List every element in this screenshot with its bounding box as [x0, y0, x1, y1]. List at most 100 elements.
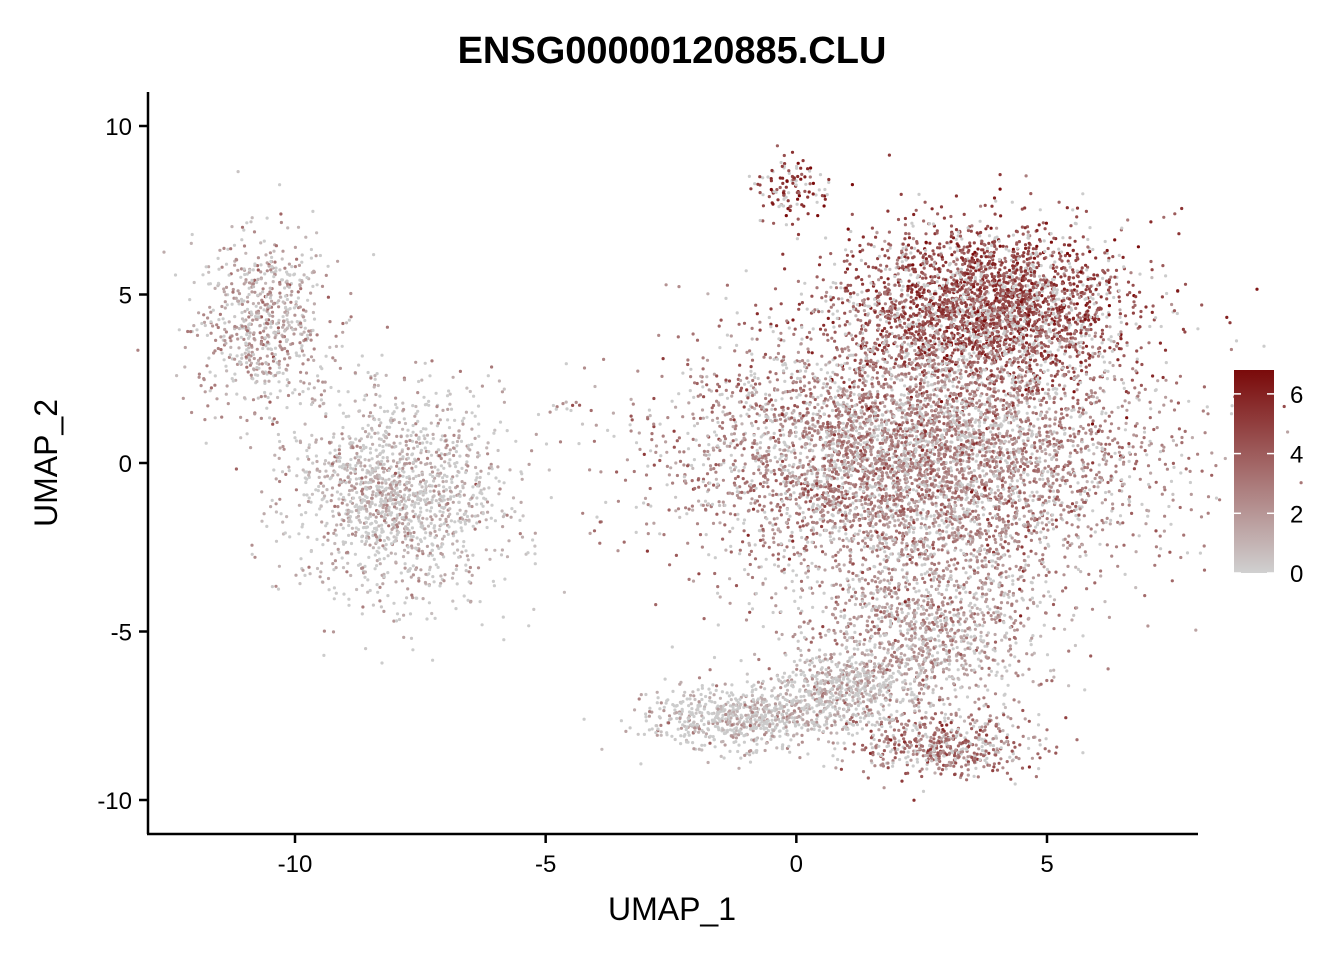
- cell-point: [401, 555, 406, 559]
- cell-point: [337, 513, 341, 517]
- cell-point: [315, 231, 319, 235]
- cell-point: [325, 488, 329, 492]
- cell-point: [879, 263, 883, 267]
- cell-point: [370, 457, 374, 461]
- cell-point: [342, 592, 346, 596]
- cell-point: [421, 516, 425, 520]
- cell-point: [213, 416, 217, 420]
- cell-point: [264, 281, 268, 285]
- cell-point: [1117, 253, 1121, 257]
- cell-point: [1036, 303, 1040, 307]
- cell-point: [994, 349, 998, 353]
- cell-point: [974, 266, 979, 270]
- cell-point: [382, 557, 386, 561]
- cell-point: [392, 489, 396, 493]
- cell-point: [1008, 304, 1012, 308]
- cell-point: [300, 332, 304, 336]
- cell-point: [767, 195, 771, 199]
- cell-point: [394, 402, 398, 407]
- cell-point: [445, 394, 450, 398]
- cell-point: [207, 356, 211, 360]
- cell-point: [938, 314, 943, 318]
- cell-point: [314, 513, 318, 517]
- cell-point: [758, 218, 762, 223]
- cell-point: [887, 256, 891, 260]
- cell-point: [817, 310, 821, 314]
- cell-point: [773, 287, 778, 291]
- cell-point: [278, 479, 282, 484]
- cell-point: [796, 232, 801, 237]
- cell-point: [335, 490, 339, 494]
- cell-point: [453, 462, 457, 466]
- cell-point: [326, 295, 330, 299]
- cell-point: [406, 587, 410, 591]
- cell-point: [350, 484, 354, 488]
- cell-point: [368, 464, 372, 468]
- cell-point: [967, 337, 971, 341]
- cell-point: [254, 304, 258, 308]
- cell-point: [269, 392, 273, 396]
- cell-point: [333, 528, 337, 532]
- cell-point: [306, 358, 310, 362]
- cell-point: [941, 315, 945, 319]
- cell-point: [1020, 225, 1024, 229]
- cell-point: [448, 458, 452, 462]
- cell-point: [298, 402, 302, 406]
- cell-point: [240, 356, 244, 360]
- cell-point: [278, 497, 282, 501]
- cell-point: [434, 450, 439, 454]
- cell-point: [979, 281, 983, 285]
- cell-point: [462, 540, 466, 544]
- cell-point: [381, 456, 385, 460]
- cell-point: [906, 287, 910, 291]
- cell-point: [368, 543, 372, 547]
- cell-point: [989, 226, 993, 230]
- cell-point: [1103, 239, 1107, 244]
- cell-point: [1087, 305, 1091, 309]
- cell-point: [811, 181, 816, 185]
- cell-point: [1084, 365, 1088, 369]
- cell-point: [371, 414, 375, 418]
- cell-point: [412, 530, 416, 535]
- cell-point: [278, 282, 282, 286]
- cell-point: [384, 547, 388, 551]
- cell-point: [497, 479, 501, 483]
- cell-point: [256, 277, 260, 281]
- cell-point: [932, 358, 936, 362]
- cell-point: [328, 451, 332, 455]
- cell-point: [389, 542, 394, 546]
- cell-point: [264, 295, 268, 299]
- cell-point: [1027, 313, 1031, 317]
- cell-point: [1105, 324, 1109, 328]
- cell-point: [991, 284, 995, 288]
- cell-point: [259, 277, 263, 281]
- cell-point: [926, 320, 930, 324]
- cell-point: [374, 392, 378, 397]
- cell-point: [877, 268, 881, 272]
- cell-point: [387, 509, 391, 513]
- cell-point: [406, 545, 410, 549]
- cell-point: [1066, 332, 1070, 336]
- cell-point: [222, 287, 226, 291]
- cell-point: [454, 450, 458, 454]
- cell-point: [917, 192, 921, 196]
- cell-point: [468, 565, 472, 570]
- cell-point: [484, 497, 488, 501]
- cell-point: [883, 377, 888, 381]
- cell-point: [1027, 241, 1031, 245]
- cell-point: [914, 208, 918, 212]
- cell-point: [962, 292, 966, 296]
- cell-point: [247, 292, 251, 297]
- cell-point: [1012, 250, 1016, 254]
- cell-point: [896, 272, 900, 276]
- cell-point: [381, 582, 385, 586]
- cell-point: [823, 197, 827, 201]
- cell-point: [758, 175, 762, 179]
- cell-point: [218, 248, 222, 252]
- cell-point: [404, 537, 408, 541]
- cell-point: [877, 278, 881, 282]
- cell-point: [1106, 288, 1111, 292]
- cell-point: [965, 358, 969, 362]
- cell-point: [1033, 320, 1037, 324]
- cell-point: [1057, 200, 1061, 204]
